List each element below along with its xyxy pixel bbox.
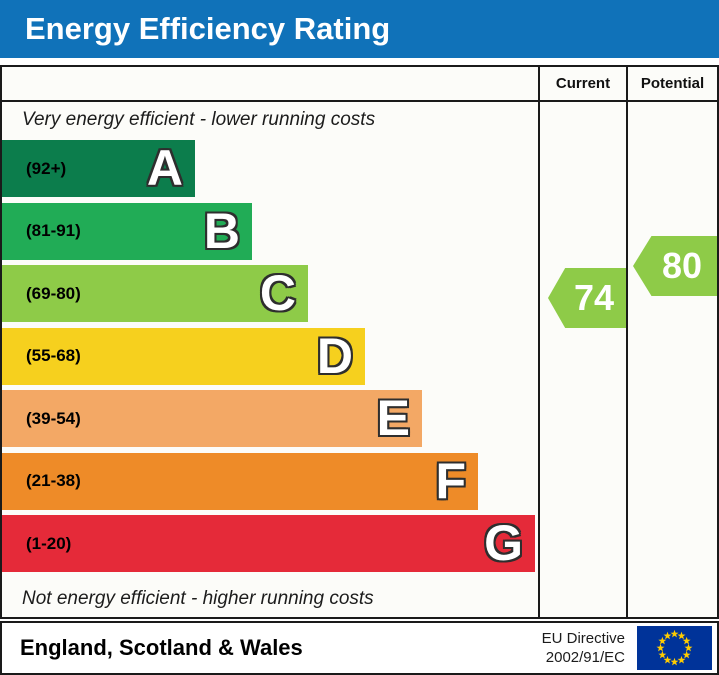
band-letter-C: C	[259, 265, 296, 321]
footer: England, Scotland & Wales EU Directive 2…	[0, 621, 719, 675]
band-range-E: (39-54)	[26, 408, 81, 428]
bottom-caption: Not energy efficient - higher running co…	[22, 588, 374, 609]
band-letter-D: D	[316, 327, 353, 384]
band-bar-A: (92+) A	[2, 140, 195, 197]
band-range-C: (69-80)	[26, 283, 81, 303]
band-letter-B: B	[203, 202, 240, 259]
column-divider-current	[538, 67, 540, 617]
band-bar-B: (81-91) B	[2, 202, 252, 260]
band-bar-C: (69-80) C	[2, 265, 308, 322]
eu-directive-label: EU Directive 2002/91/EC	[542, 629, 625, 667]
column-divider-potential	[626, 67, 628, 617]
eu-flag-icon	[637, 626, 712, 670]
top-caption: Very energy efficient - lower running co…	[22, 109, 376, 130]
band-range-B: (81-91)	[26, 221, 81, 240]
eu-directive-line1: EU Directive	[541, 630, 625, 647]
eu-directive-line2: 2002/91/EC	[545, 649, 625, 666]
region-label: England, Scotland & Wales	[20, 635, 303, 660]
epc-rating-chart: Current Potential Very energy efficient …	[0, 65, 719, 619]
rating-bands: (92+) A (81-91) B (69-80) C (55-68) D (39-54) E (2…	[2, 140, 535, 572]
band-letter-E: E	[376, 390, 410, 446]
header-row-divider	[2, 100, 717, 102]
band-letter-F: F	[435, 452, 466, 509]
current-rating-arrow: 74	[548, 268, 626, 328]
band-letter-A: A	[146, 140, 183, 196]
potential-column-header: Potential	[640, 75, 705, 92]
band-bar-G: (1-20) G	[2, 515, 535, 572]
potential-rating-arrow: 80	[633, 236, 717, 296]
band-bar-D: (55-68) D	[2, 327, 365, 385]
band-letter-G: G	[484, 515, 523, 571]
band-range-G: (1-20)	[26, 533, 72, 553]
band-bar-F: (21-38) F	[2, 452, 478, 510]
current-column-header: Current	[555, 75, 611, 92]
band-bar-E: (39-54) E	[2, 390, 422, 447]
band-range-F: (21-38)	[26, 471, 81, 490]
band-range-A: (92+)	[26, 158, 67, 178]
band-range-D: (55-68)	[26, 346, 81, 365]
page-title: Energy Efficiency Rating	[0, 0, 719, 58]
